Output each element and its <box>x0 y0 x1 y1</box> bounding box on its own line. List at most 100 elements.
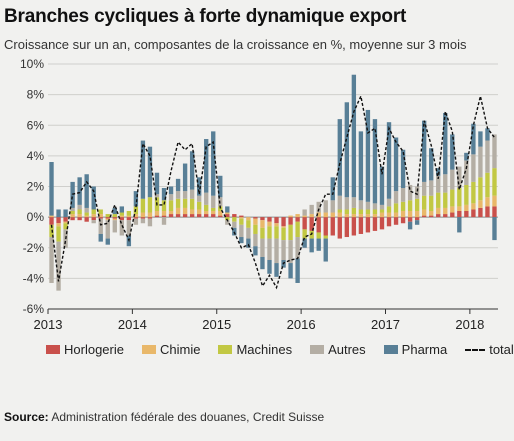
bar-autres <box>302 209 307 216</box>
bar-chimie <box>91 214 96 218</box>
bar-autres <box>70 207 75 211</box>
bar-chimie <box>281 226 286 228</box>
bar-pharma <box>478 131 483 147</box>
bar-autres <box>119 220 125 236</box>
bar-horlogerie <box>323 217 328 236</box>
bar-horlogerie <box>232 214 237 218</box>
bar-pharma <box>309 238 314 253</box>
bar-machines <box>464 184 469 205</box>
bar-pharma <box>77 177 82 205</box>
bar-autres <box>351 197 357 208</box>
bar-horlogerie <box>126 217 132 221</box>
y-tick-label: 0% <box>27 210 45 224</box>
source-text: Administration fédérale des douanes, Cre… <box>51 410 325 424</box>
bar-machines <box>161 200 167 211</box>
bar-horlogerie <box>414 217 420 221</box>
bar-autres <box>175 191 181 199</box>
bar-machines <box>485 172 490 198</box>
bar-autres <box>49 237 54 283</box>
bar-autres <box>414 186 420 199</box>
bar-pharma <box>386 122 392 199</box>
bar-horlogerie <box>105 217 110 219</box>
bar-chimie <box>386 212 392 218</box>
bar-machines <box>91 209 96 215</box>
bar-machines <box>471 181 476 204</box>
bar-chimie <box>302 215 307 218</box>
chart-subtitle: Croissance sur un an, composantes de la … <box>4 37 467 52</box>
bar-chimie <box>323 212 328 218</box>
y-tick-label: 8% <box>27 88 45 102</box>
bar-machines <box>98 209 103 215</box>
bar-autres <box>330 200 335 213</box>
bar-horlogerie <box>63 217 68 222</box>
bar-horlogerie <box>182 214 188 218</box>
x-tick-label: 2018 <box>455 317 484 332</box>
bar-chimie <box>457 206 462 211</box>
bar-autres <box>492 134 497 169</box>
bar-autres <box>421 181 427 196</box>
bar-pharma <box>161 188 167 201</box>
legend-swatch-autres <box>310 345 325 354</box>
bar-pharma <box>154 172 160 195</box>
bar-autres <box>140 218 146 224</box>
bar-machines <box>267 226 272 239</box>
bar-chimie <box>407 211 413 218</box>
bar-machines <box>239 218 244 225</box>
bar-chimie <box>414 211 420 218</box>
bar-chimie <box>98 214 103 218</box>
y-tick-label: -4% <box>23 271 45 285</box>
bar-pharma <box>365 109 371 202</box>
bar-machines <box>344 209 350 215</box>
bar-horlogerie <box>485 206 490 218</box>
bar-chimie <box>358 214 364 218</box>
bar-chimie <box>464 204 469 211</box>
bar-pharma <box>175 178 181 192</box>
bar-horlogerie <box>98 217 103 219</box>
bar-machines <box>168 200 174 211</box>
bar-autres <box>239 224 244 238</box>
bar-horlogerie <box>189 214 195 218</box>
bar-chimie <box>478 200 483 208</box>
bar-pharma <box>379 166 385 205</box>
bar-autres <box>196 195 202 202</box>
bar-autres <box>407 184 413 201</box>
bar-autres <box>225 220 230 225</box>
bar-machines <box>260 227 265 239</box>
bar-horlogerie <box>140 217 146 219</box>
bar-pharma <box>372 119 378 204</box>
bar-horlogerie <box>450 212 455 218</box>
bar-autres <box>316 201 321 213</box>
bar-autres <box>246 227 251 239</box>
bar-machines <box>450 189 455 207</box>
bar-chimie <box>218 211 223 216</box>
x-tick-label: 2013 <box>34 317 63 332</box>
bar-chimie <box>119 215 125 218</box>
bar-chimie <box>189 209 195 215</box>
bar-pharma <box>267 260 272 274</box>
bar-horlogerie <box>351 217 357 236</box>
bar-pharma <box>323 238 328 262</box>
bar-horlogerie <box>253 217 258 219</box>
bar-autres <box>450 169 455 190</box>
bar-horlogerie <box>70 217 75 221</box>
bar-chimie <box>443 207 448 215</box>
bar-chimie <box>429 211 434 216</box>
bar-machines <box>189 198 195 210</box>
bar-autres <box>358 200 364 210</box>
bar-machines <box>429 195 434 211</box>
bar-pharma <box>358 131 364 201</box>
bar-autres <box>91 220 96 224</box>
bar-horlogerie <box>288 217 293 225</box>
bar-pharma <box>274 263 279 277</box>
bar-chimie <box>225 212 230 215</box>
bar-horlogerie <box>358 217 364 234</box>
bar-horlogerie <box>77 217 82 221</box>
bar-pharma <box>457 217 462 233</box>
bar-horlogerie <box>429 215 434 218</box>
bar-pharma <box>344 102 350 198</box>
bar-chimie <box>70 214 75 218</box>
bar-pharma <box>260 256 265 270</box>
bar-autres <box>386 198 392 207</box>
bar-pharma <box>407 221 413 230</box>
bar-horlogerie <box>464 211 469 218</box>
